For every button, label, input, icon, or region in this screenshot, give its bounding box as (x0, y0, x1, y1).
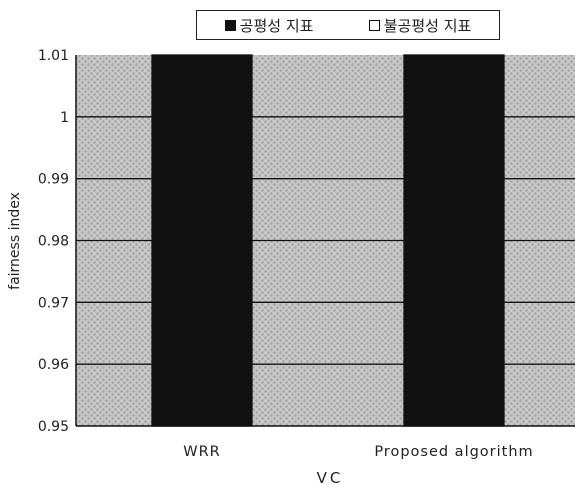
legend-label-fairness: 공평성 지표 (239, 16, 314, 35)
y-tick-label: 0.95 (38, 419, 69, 435)
bar-fairness (151, 54, 253, 427)
y-tick-label: 1 (60, 110, 69, 126)
axes (75, 55, 575, 427)
y-tick-labels: 0.95 0.96 0.97 0.98 0.99 1 1.01 (38, 48, 69, 435)
legend-swatch-empty-icon (368, 19, 380, 31)
legend-label-unfairness: 불공평성 지표 (383, 16, 472, 35)
x-axis-label: VC (317, 469, 344, 486)
x-tick-label: WRR (183, 444, 221, 460)
legend-item-unfairness: 불공평성 지표 (368, 15, 472, 36)
y-tick-label: 1.01 (38, 48, 69, 64)
y-tick-label: 0.98 (38, 234, 69, 250)
y-tick-label: 0.97 (38, 295, 69, 311)
y-tick-label: 0.99 (38, 172, 69, 188)
bar-fairness (403, 54, 505, 427)
legend-item-fairness: 공평성 지표 (224, 15, 314, 36)
legend-swatch-filled-icon (224, 19, 236, 31)
x-tick-labels: WRR Proposed algorithm (183, 444, 533, 460)
y-axis-label: fairness index (7, 192, 23, 290)
bars (151, 54, 505, 427)
x-tick-label: Proposed algorithm (374, 444, 533, 460)
legend: 공평성 지표 불공평성 지표 (196, 10, 500, 40)
y-tick-label: 0.96 (38, 357, 69, 373)
